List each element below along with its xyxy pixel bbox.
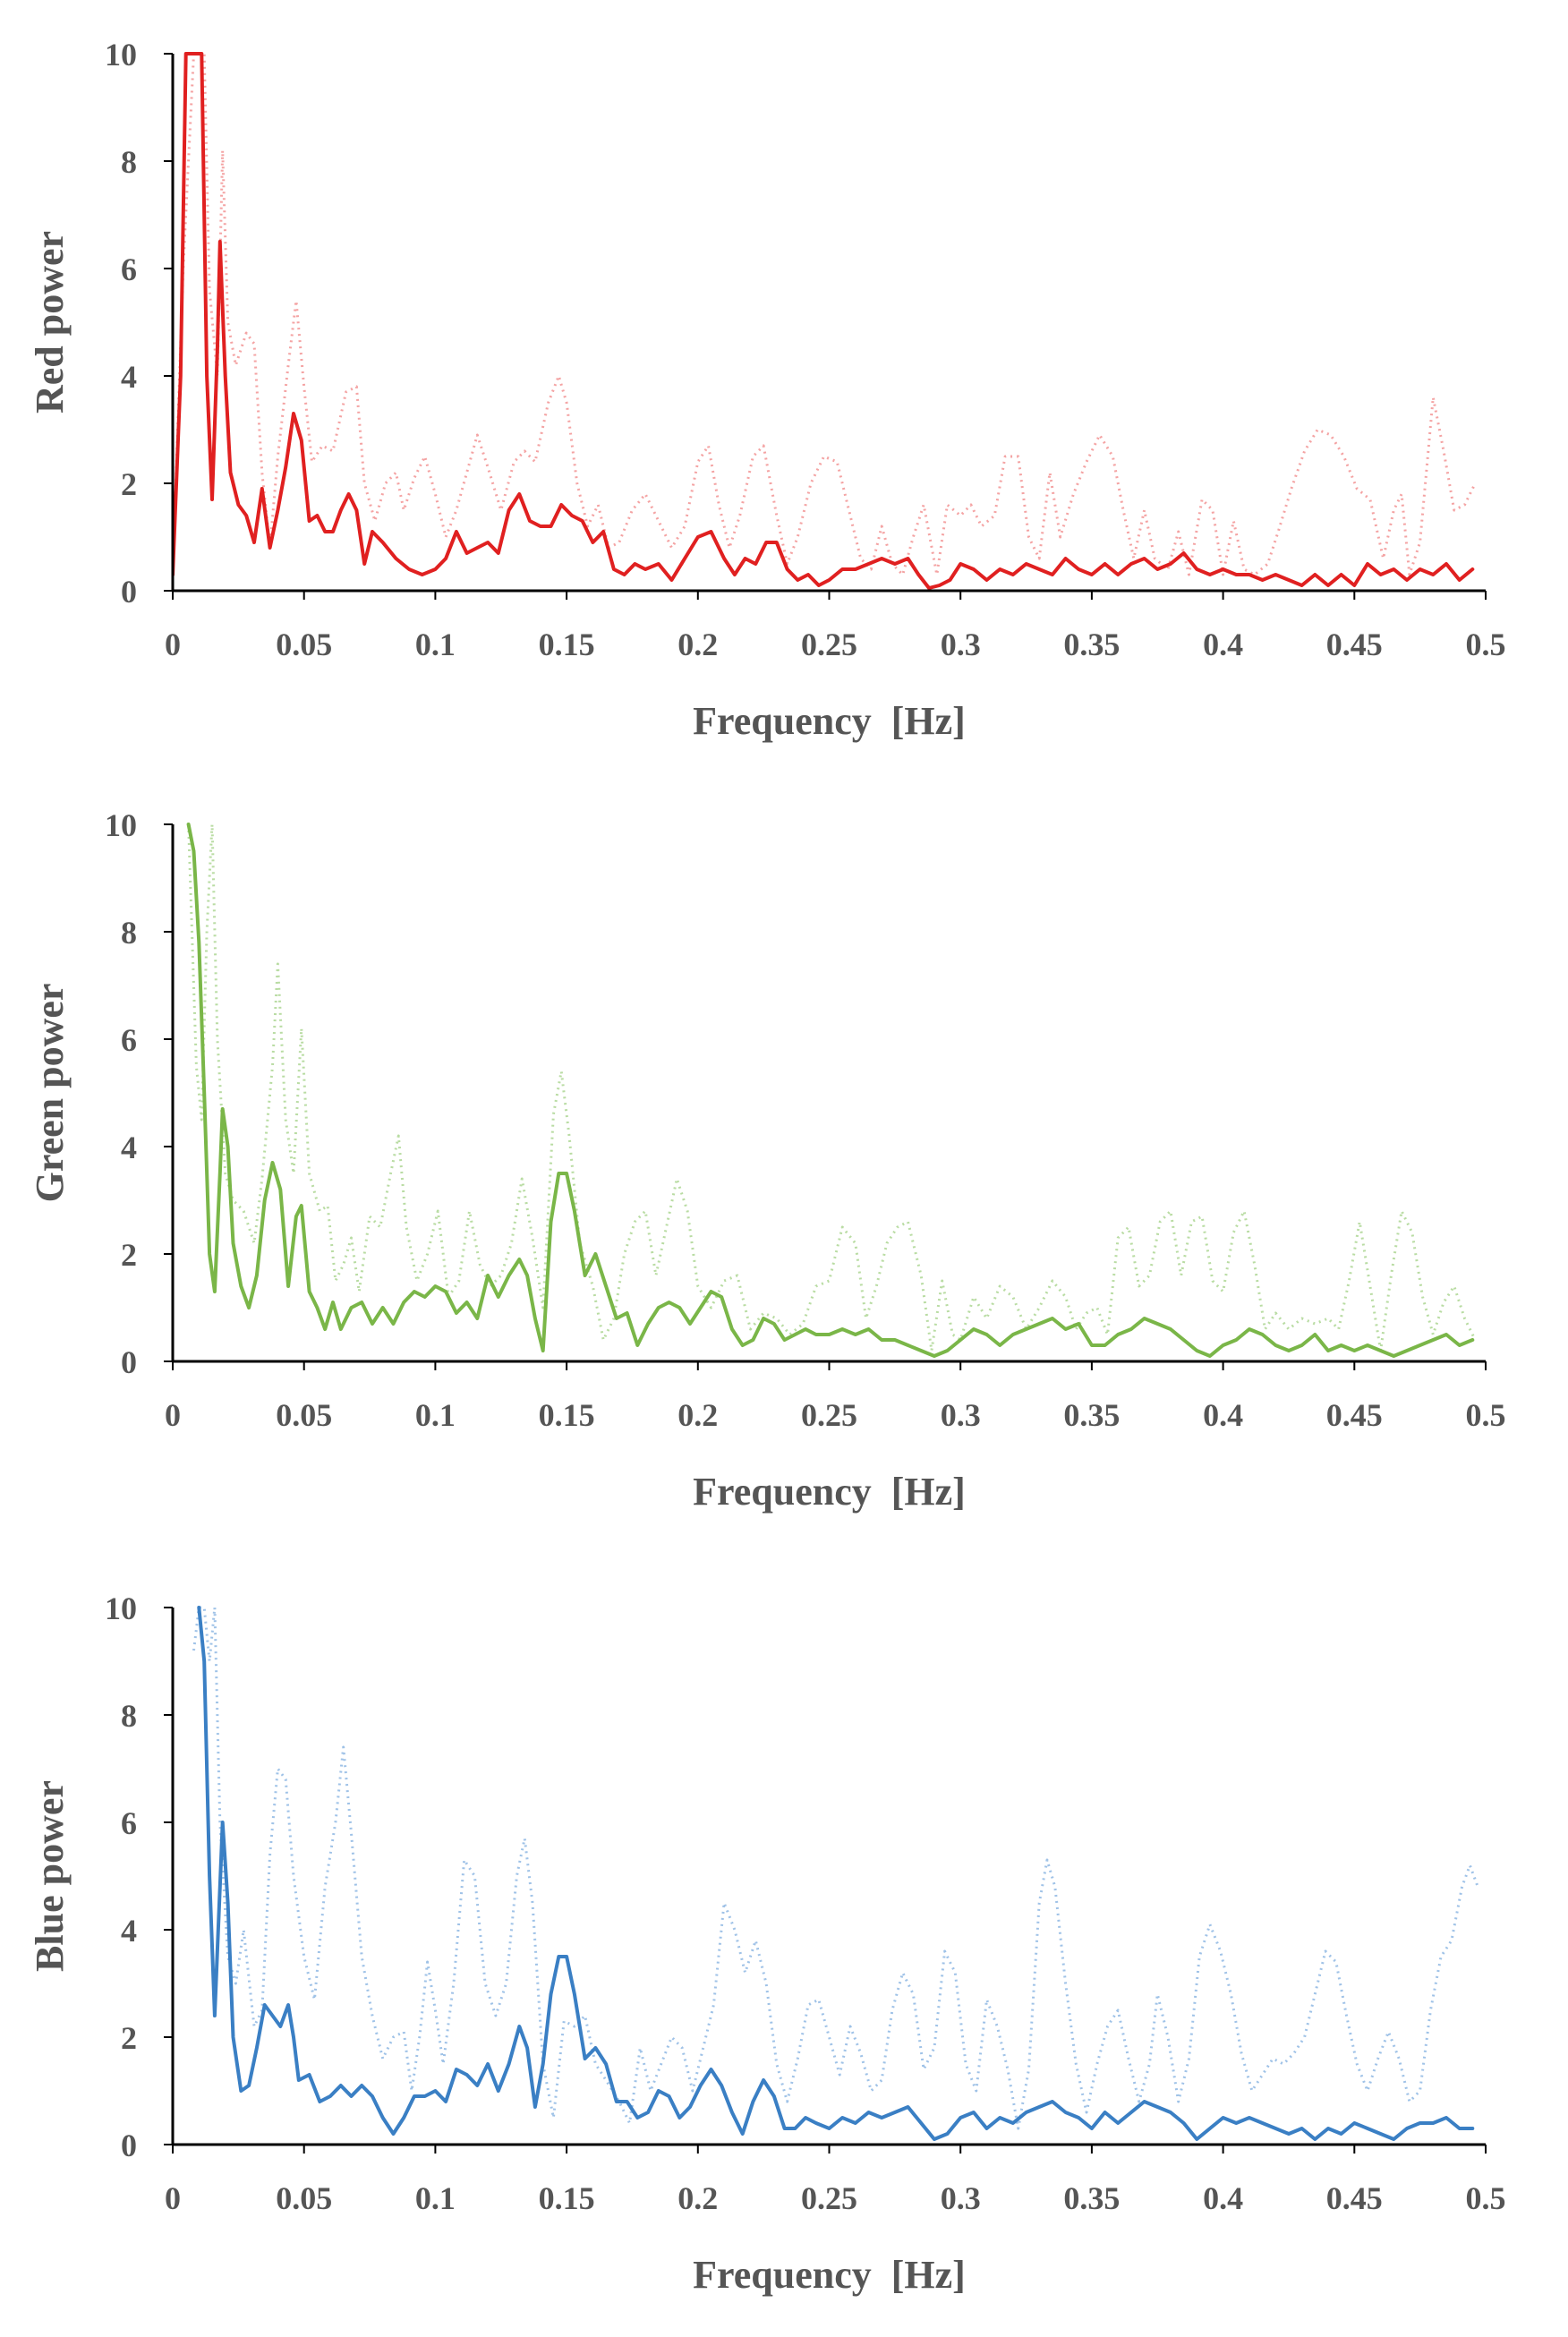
y-axis-title: Red power bbox=[28, 231, 72, 414]
chart-panel-1: 0 0.05 0.1 0.15 0.2 0.25 0.3 0.35 0.4 0.45 0.5 0 2 4 6… bbox=[28, 37, 1506, 743]
y-tick-label: 8 bbox=[121, 915, 137, 951]
x-tick-label: 0.5 bbox=[1466, 627, 1506, 662]
x-tick-label: 0.25 bbox=[801, 2180, 857, 2216]
y-tick-label: 6 bbox=[121, 252, 137, 287]
series-line-red-solid bbox=[173, 52, 1475, 590]
y-tick-label: 8 bbox=[121, 144, 137, 180]
y-tick-label: 4 bbox=[121, 1913, 137, 1949]
x-axis-title: Frequency [Hz] bbox=[693, 2253, 966, 2297]
x-tick-label: 0.1 bbox=[415, 627, 456, 662]
y-tick-label: 10 bbox=[105, 37, 137, 72]
x-axis-title: Frequency [Hz] bbox=[693, 1470, 966, 1514]
x-tick-label: 0.5 bbox=[1466, 1397, 1506, 1433]
x-tick-label: 0.5 bbox=[1466, 2180, 1506, 2216]
x-tick-label: 0.2 bbox=[677, 2180, 718, 2216]
y-tick-label: 6 bbox=[121, 1022, 137, 1058]
x-tick-label: 0.05 bbox=[276, 627, 332, 662]
y-tick-label: 2 bbox=[121, 2020, 137, 2056]
y-tick-label: 0 bbox=[121, 1344, 137, 1380]
x-tick-label: 0.4 bbox=[1203, 2180, 1243, 2216]
x-tick-label: 0.45 bbox=[1326, 1397, 1383, 1433]
x-tick-label: 0.35 bbox=[1063, 2180, 1120, 2216]
x-tick-label: 0.05 bbox=[276, 2180, 332, 2216]
x-tick-label: 0 bbox=[165, 2180, 181, 2216]
x-tick-label: 0.45 bbox=[1326, 627, 1383, 662]
series-line-red-dotted bbox=[173, 52, 1477, 576]
series-line-blue-dotted bbox=[192, 1606, 1479, 2130]
x-tick-label: 0.1 bbox=[415, 2180, 456, 2216]
x-tick-label: 0.3 bbox=[941, 2180, 981, 2216]
y-tick-label: 2 bbox=[121, 1237, 137, 1273]
series-line-blue-solid bbox=[197, 1606, 1475, 2141]
x-tick-label: 0.15 bbox=[539, 1397, 595, 1433]
x-tick-label: 0.4 bbox=[1203, 1397, 1243, 1433]
y-axis-title: Green power bbox=[28, 984, 72, 1203]
x-tick-label: 0.4 bbox=[1203, 627, 1243, 662]
y-axis-title: Blue power bbox=[28, 1780, 72, 1972]
x-tick-label: 0 bbox=[165, 627, 181, 662]
y-tick-label: 10 bbox=[105, 807, 137, 843]
x-tick-label: 0.2 bbox=[677, 627, 718, 662]
y-tick-label: 2 bbox=[121, 466, 137, 502]
x-tick-label: 0 bbox=[165, 1397, 181, 1433]
x-tick-label: 0.35 bbox=[1063, 1397, 1120, 1433]
y-tick-label: 4 bbox=[121, 359, 137, 395]
chart-panel-3: 0 0.05 0.1 0.15 0.2 0.25 0.3 0.35 0.4 0.45 0.5 0 2 4 6… bbox=[28, 1591, 1506, 2297]
x-axis-title: Frequency [Hz] bbox=[693, 699, 966, 743]
y-tick-label: 6 bbox=[121, 1805, 137, 1841]
x-tick-label: 0.15 bbox=[539, 627, 595, 662]
x-tick-label: 0.25 bbox=[801, 1397, 857, 1433]
x-tick-label: 0.35 bbox=[1063, 627, 1120, 662]
series-line-green-solid bbox=[186, 823, 1475, 1358]
chart-panel-2: 0 0.05 0.1 0.15 0.2 0.25 0.3 0.35 0.4 0.45 0.5 0 2 4 6… bbox=[28, 807, 1506, 1514]
x-tick-label: 0.2 bbox=[677, 1397, 718, 1433]
series-line-green-dotted bbox=[187, 823, 1477, 1352]
x-tick-label: 0.05 bbox=[276, 1397, 332, 1433]
x-tick-label: 0.45 bbox=[1326, 2180, 1383, 2216]
y-tick-label: 8 bbox=[121, 1698, 137, 1734]
y-tick-label: 10 bbox=[105, 1591, 137, 1626]
x-tick-label: 0.3 bbox=[941, 627, 981, 662]
y-tick-label: 0 bbox=[121, 2128, 137, 2163]
y-tick-label: 0 bbox=[121, 574, 137, 610]
x-tick-label: 0.25 bbox=[801, 627, 857, 662]
y-tick-label: 4 bbox=[121, 1130, 137, 1165]
x-tick-label: 0.3 bbox=[941, 1397, 981, 1433]
x-tick-label: 0.1 bbox=[415, 1397, 456, 1433]
x-tick-label: 0.15 bbox=[539, 2180, 595, 2216]
